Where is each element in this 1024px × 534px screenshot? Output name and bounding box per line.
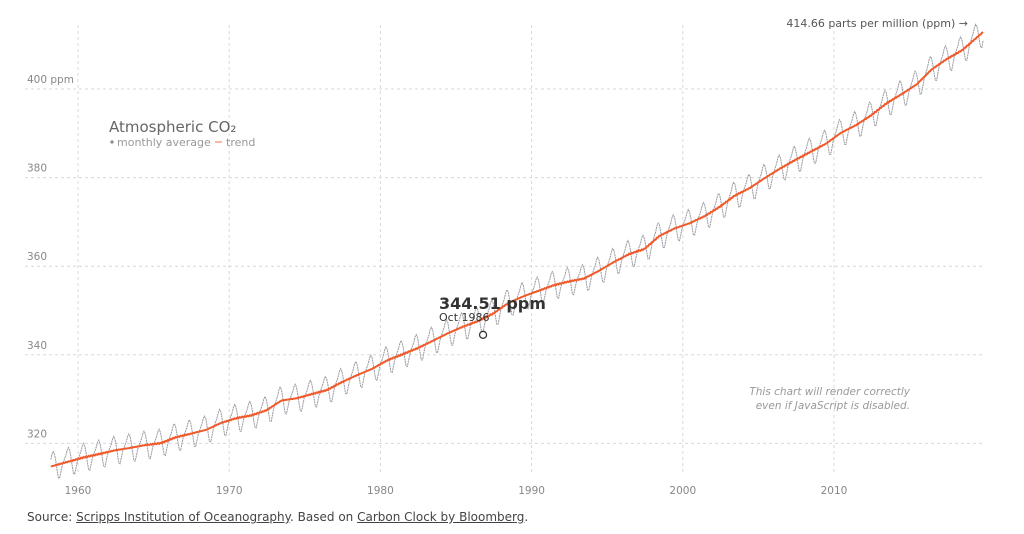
y-axis-ticks: 320 340 360 380 400 ppm xyxy=(27,74,74,440)
latest-annotation: 414.66 parts per million (ppm) → xyxy=(786,17,968,30)
source-suffix: . xyxy=(524,510,529,524)
highlight-point[interactable] xyxy=(478,330,488,339)
highlight-date: Oct 1986 xyxy=(439,311,490,324)
source-footer: Source: Scripps Institution of Oceanogra… xyxy=(27,510,528,524)
source-middle: . Based on xyxy=(290,510,358,524)
y-tick-label: 320 xyxy=(27,428,47,440)
y-tick-label: 360 xyxy=(27,251,47,263)
x-axis-ticks: 1960 1970 1980 1990 2000 2010 xyxy=(65,485,848,497)
grid xyxy=(25,25,985,475)
x-tick-label: 1980 xyxy=(367,485,394,497)
js-note-line2: even if JavaScript is disabled. xyxy=(756,400,910,412)
co2-chart: 320 340 360 380 400 ppm 1960 1970 1980 1990 2000… xyxy=(25,17,985,497)
legend-trend-label: trend xyxy=(226,136,255,149)
js-note-line1: This chart will render correctly xyxy=(749,386,910,398)
scripps-link[interactable]: Scripps Institution of Oceanography xyxy=(76,510,291,524)
legend-monthly-label: monthly average xyxy=(117,136,211,149)
y-tick-label: 380 xyxy=(27,163,47,175)
x-tick-label: 1990 xyxy=(518,485,545,497)
y-tick-label: 340 xyxy=(27,340,47,352)
x-tick-label: 2010 xyxy=(821,485,848,497)
legend-monthly-dot xyxy=(110,140,114,144)
source-prefix: Source: xyxy=(27,510,77,524)
chart-title: Atmospheric CO₂ xyxy=(109,118,236,136)
monthly-average-line xyxy=(50,23,984,479)
highlight-value: 344.51 ppm xyxy=(439,294,546,313)
x-tick-label: 1960 xyxy=(65,485,92,497)
y-tick-label: 400 ppm xyxy=(27,74,74,86)
x-tick-label: 1970 xyxy=(216,485,243,497)
x-tick-label: 2000 xyxy=(669,485,696,497)
trend-line xyxy=(50,31,984,468)
bloomberg-link[interactable]: Carbon Clock by Bloomberg xyxy=(357,510,525,524)
